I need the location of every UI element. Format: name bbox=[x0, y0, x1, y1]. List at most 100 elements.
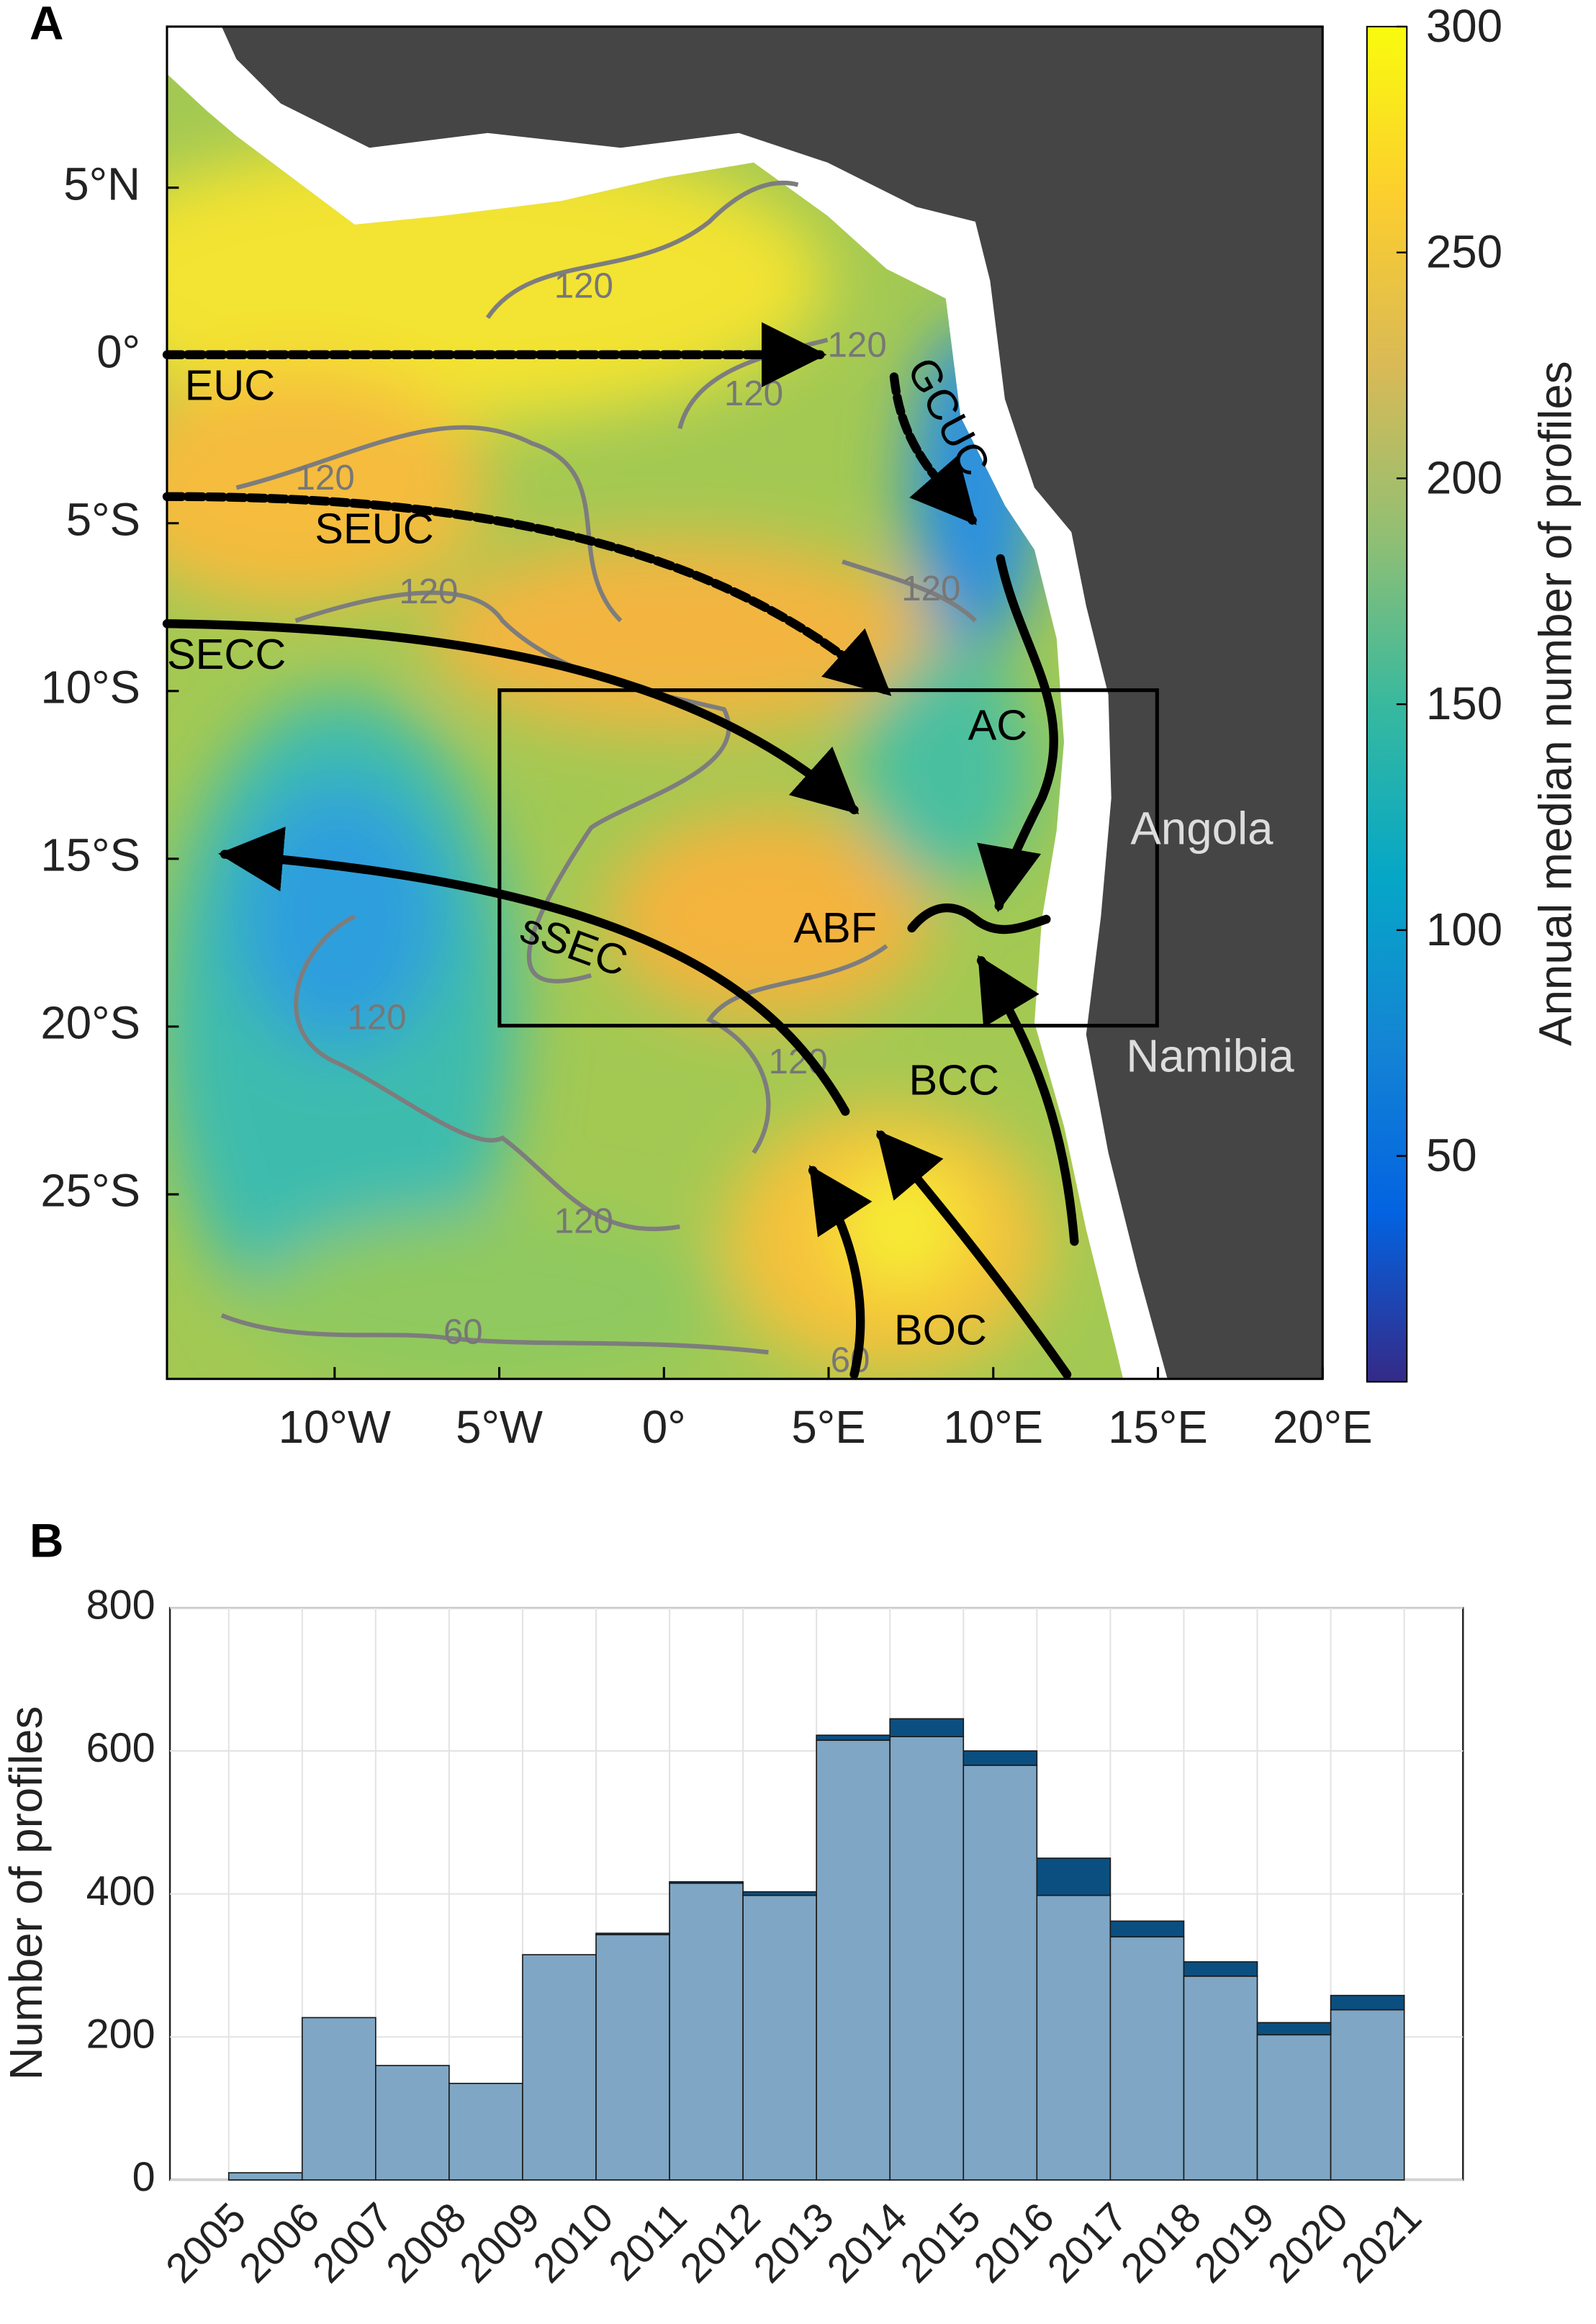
x-tick-label: 2011 bbox=[600, 2194, 696, 2290]
bar bbox=[669, 1882, 744, 2181]
bar bbox=[1036, 1894, 1112, 2181]
current-label: SEUC bbox=[315, 505, 433, 553]
x-tick-label: 2006 bbox=[230, 2194, 328, 2292]
colorbar-tick-label: 300 bbox=[1426, 1, 1502, 52]
contour bbox=[294, 590, 731, 983]
x-tick-label: 5°E bbox=[791, 1402, 865, 1453]
place-label: Angola bbox=[1130, 803, 1273, 855]
colorbar-tick-label: 150 bbox=[1426, 678, 1502, 729]
bar bbox=[742, 1891, 817, 1896]
current-arrow bbox=[808, 1165, 873, 1379]
contour-label: 120 bbox=[554, 266, 613, 305]
bar bbox=[1109, 1936, 1185, 2181]
y-tick-label: 400 bbox=[86, 1868, 155, 1914]
y-tick-label: 25°S bbox=[40, 1166, 140, 1217]
contour bbox=[485, 180, 799, 320]
bar bbox=[227, 2172, 303, 2181]
currents bbox=[162, 322, 1079, 1379]
x-tick-label: 2009 bbox=[451, 2194, 549, 2292]
x-tick-label: 0° bbox=[642, 1402, 686, 1453]
y-axis-label: Number of profiles bbox=[1, 1706, 52, 2081]
bar bbox=[375, 2065, 450, 2181]
bar bbox=[1036, 1857, 1112, 1896]
contour-label: 120 bbox=[901, 569, 960, 608]
x-tick-label: 20°E bbox=[1273, 1402, 1373, 1453]
x-tick-label: 2007 bbox=[305, 2194, 402, 2292]
contour-label: 60 bbox=[443, 1312, 483, 1352]
y-tick-label: 0° bbox=[96, 327, 140, 378]
bar bbox=[595, 1934, 670, 2181]
colorbar-tick-label: 100 bbox=[1426, 904, 1502, 955]
current-arrow bbox=[162, 492, 892, 696]
current-arrow bbox=[876, 1130, 1072, 1379]
bar bbox=[1256, 2022, 1332, 2036]
contour bbox=[705, 944, 888, 1154]
current-front bbox=[907, 903, 1051, 934]
contour bbox=[294, 914, 680, 1232]
bar bbox=[1183, 1976, 1258, 2181]
colorbar-tick-label: 50 bbox=[1426, 1130, 1477, 1181]
bar bbox=[448, 2082, 523, 2181]
colorbar-tick-label: 250 bbox=[1426, 227, 1502, 278]
contour-label: 120 bbox=[724, 374, 783, 413]
y-tick-label: 200 bbox=[86, 2011, 155, 2057]
bar bbox=[889, 1736, 965, 2181]
bar bbox=[522, 1954, 597, 2181]
current-arrow bbox=[977, 554, 1058, 913]
contour bbox=[220, 1313, 769, 1355]
colorbar-label: Annual median number of profiles bbox=[1530, 361, 1581, 1045]
current-arrow bbox=[976, 955, 1079, 1246]
place-label: Namibia bbox=[1126, 1031, 1294, 1082]
contour-label: 120 bbox=[399, 572, 458, 611]
contour-label: 120 bbox=[347, 997, 406, 1037]
current-label: ABF bbox=[793, 904, 877, 952]
y-tick-label: 600 bbox=[86, 1725, 155, 1771]
y-tick-label: 5°N bbox=[63, 158, 140, 210]
bar bbox=[962, 1765, 1038, 2181]
bar bbox=[1183, 1961, 1258, 1977]
y-tick-label: 5°S bbox=[66, 495, 140, 546]
y-tick-label: 20°S bbox=[40, 998, 140, 1049]
x-tick-label: 5°W bbox=[456, 1402, 543, 1453]
x-tick-label: 2014 bbox=[819, 2194, 916, 2292]
y-tick-label: 800 bbox=[86, 1582, 155, 1629]
x-tick-label: 2016 bbox=[965, 2194, 1063, 2292]
current-label: EUC bbox=[185, 361, 276, 410]
y-tick-label: 0 bbox=[132, 2154, 155, 2200]
contour bbox=[235, 425, 623, 623]
x-tick-label: 2018 bbox=[1112, 2194, 1210, 2292]
x-tick-label: 2013 bbox=[745, 2194, 843, 2292]
bar bbox=[669, 1881, 744, 1884]
bar bbox=[889, 1718, 965, 1737]
x-tick-label: 2017 bbox=[1039, 2194, 1137, 2292]
panel-label: A bbox=[30, 0, 63, 49]
y-tick-label: 10°S bbox=[40, 662, 140, 713]
x-tick-label: 2021 bbox=[1333, 2194, 1430, 2292]
bar bbox=[1330, 1994, 1405, 2011]
current-arrow bbox=[162, 619, 860, 815]
bar bbox=[816, 1734, 891, 1741]
contours bbox=[220, 180, 978, 1355]
x-tick-label: 15°E bbox=[1108, 1402, 1208, 1453]
x-tick-label: 2015 bbox=[892, 2194, 990, 2292]
panel-label: B bbox=[30, 1515, 63, 1567]
x-tick-label: 2019 bbox=[1186, 2194, 1284, 2292]
contour-label: 120 bbox=[296, 458, 355, 497]
y-tick-label: 15°S bbox=[40, 830, 140, 881]
bar bbox=[1330, 2009, 1405, 2181]
land bbox=[221, 26, 1323, 1379]
bar bbox=[1109, 1920, 1185, 1938]
bar bbox=[816, 1739, 891, 2181]
x-tick-label: 10°E bbox=[943, 1402, 1043, 1453]
x-tick-label: 2012 bbox=[672, 2194, 770, 2292]
current-label: BOC bbox=[894, 1305, 987, 1354]
bar bbox=[742, 1894, 817, 2181]
bar bbox=[962, 1750, 1038, 1766]
current-labels: EUC SEUC SECC sSEC GCUC AC ABF BCC BOC A… bbox=[167, 350, 1294, 1354]
current-arrow bbox=[218, 827, 850, 1116]
contour bbox=[842, 559, 978, 623]
map: 120 120 120 120 120 120 120 120 120 60 6… bbox=[162, 25, 1324, 1380]
bar bbox=[1256, 2034, 1332, 2181]
x-tick-label: 2010 bbox=[525, 2194, 623, 2292]
